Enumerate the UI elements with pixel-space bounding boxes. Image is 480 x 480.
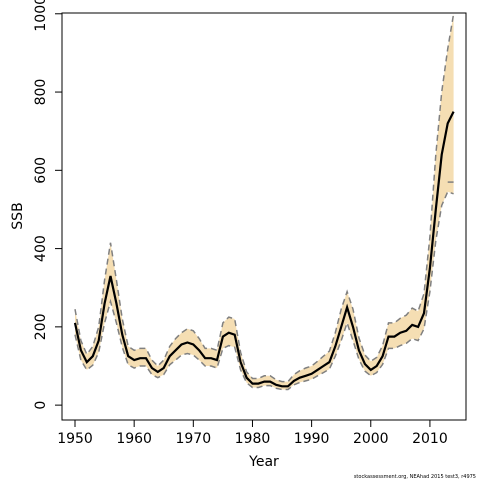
footnote: stockassessment.org, NEAhad 2015 test3, …: [354, 474, 476, 480]
plot-frame: [61, 12, 467, 421]
x-axis-label: Year: [248, 454, 279, 470]
estimate-line: [73, 111, 455, 388]
x-tick-label: 1960: [116, 431, 152, 447]
y-axis-label: SSB: [10, 202, 26, 229]
y-tick-label: 800: [33, 79, 49, 106]
y-tick-label: 400: [33, 235, 49, 262]
x-tick-label: 1950: [57, 431, 93, 447]
x-tick-label: 1990: [294, 431, 330, 447]
x-tick-label: 2000: [353, 431, 389, 447]
y-tick-label: 200: [33, 313, 49, 340]
y-tick-label: 600: [33, 157, 49, 184]
x-tick-label: 1980: [235, 431, 271, 447]
y-tick-label: 0: [33, 401, 49, 410]
confidence-band: [75, 13, 454, 390]
lower-bound: [74, 190, 454, 391]
x-tick-label: 1970: [175, 431, 211, 447]
upper-bound: [74, 13, 455, 383]
x-tick-label: 2010: [412, 431, 448, 447]
y-tick-label: 1000: [33, 0, 49, 32]
